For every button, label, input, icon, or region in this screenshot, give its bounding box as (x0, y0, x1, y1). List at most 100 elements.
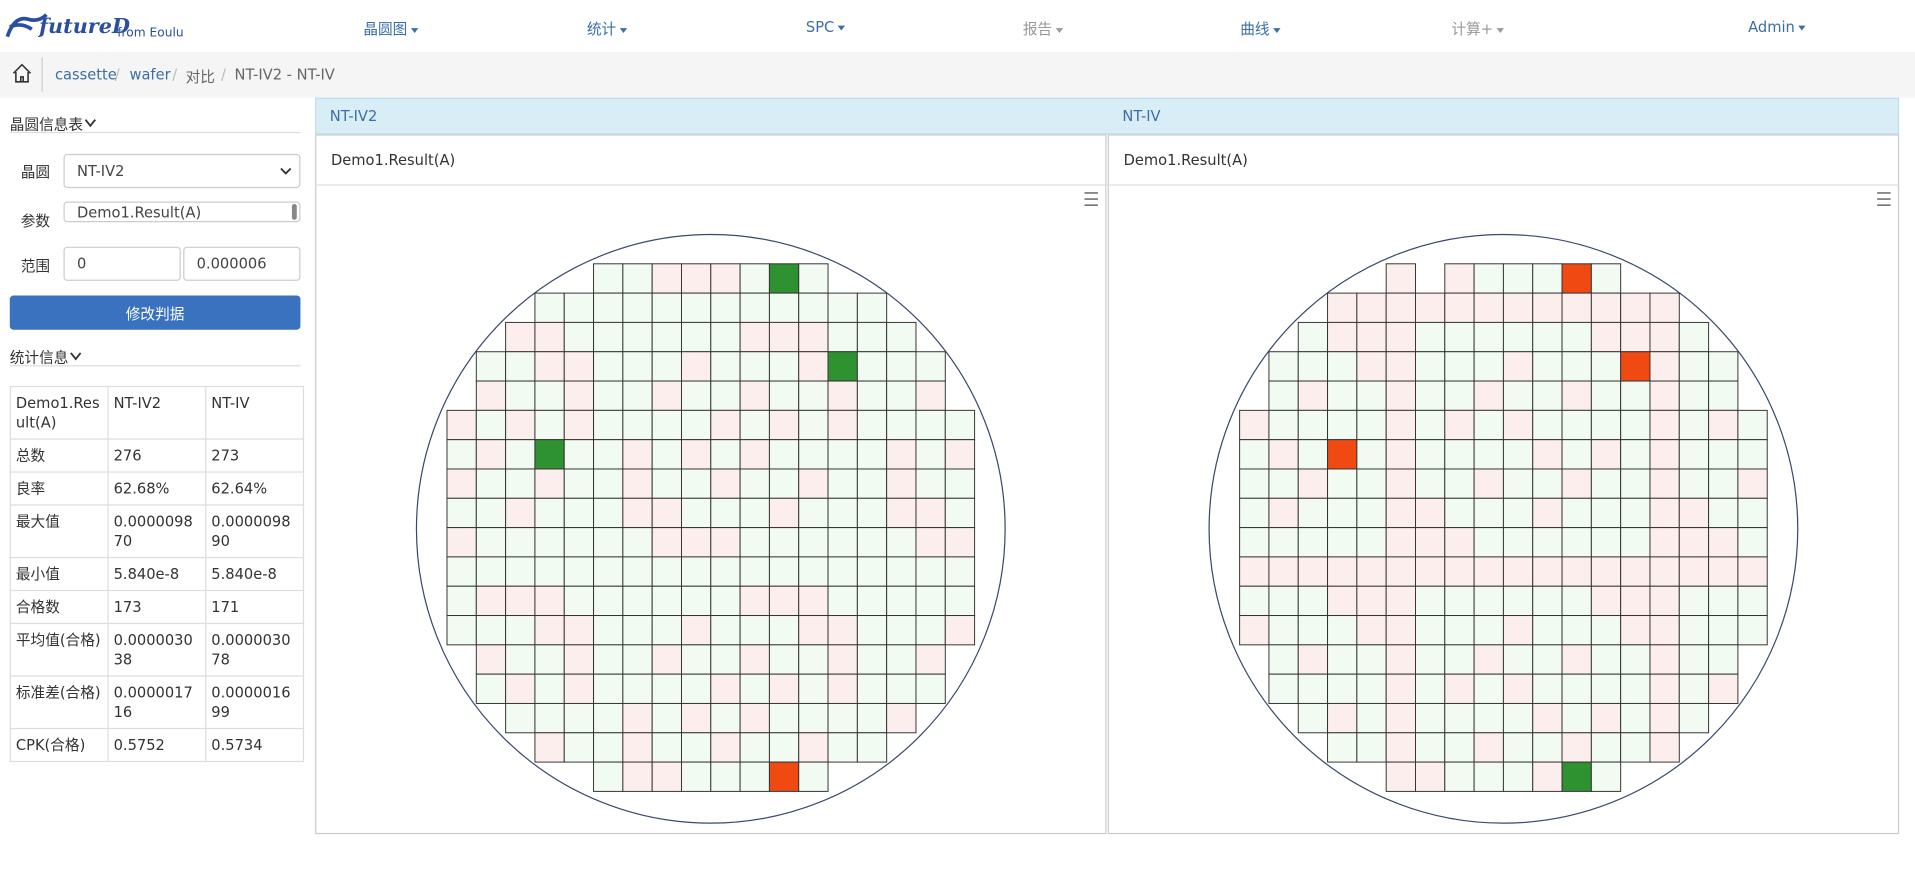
die (1678, 497, 1710, 529)
nav-item[interactable]: Admin (1748, 18, 1806, 35)
nav-item[interactable]: 计算+ (1451, 18, 1505, 39)
die (1356, 292, 1387, 323)
die (1414, 585, 1446, 617)
die (739, 585, 770, 617)
die (856, 321, 888, 353)
caret (1496, 27, 1505, 33)
die (1532, 761, 1563, 792)
nav-item[interactable]: 报告 (1022, 18, 1064, 39)
die (1414, 527, 1446, 558)
die (1708, 497, 1739, 529)
die (1678, 585, 1710, 617)
die (1649, 702, 1680, 734)
die (1708, 351, 1739, 382)
die (1239, 497, 1270, 529)
die (1356, 702, 1387, 734)
die (1561, 263, 1592, 294)
die (593, 556, 624, 587)
submit-button[interactable]: 修改判据 (9, 295, 301, 330)
die (915, 644, 946, 675)
die (593, 527, 624, 558)
button-text: 修改判据 (125, 304, 185, 322)
die (593, 468, 624, 499)
table-row: 良率 62.68% 62.64% (9, 471, 305, 506)
die (944, 585, 976, 617)
die (768, 673, 800, 704)
breadcrumb-link[interactable]: wafer (129, 65, 171, 84)
nav-item[interactable]: 统计 (586, 18, 628, 39)
die (1327, 673, 1358, 704)
die (446, 439, 477, 470)
die (1239, 585, 1270, 617)
die (534, 615, 565, 646)
die (710, 292, 741, 323)
die (827, 351, 858, 382)
logo[interactable]: futureD (39, 14, 130, 40)
home-icon[interactable] (10, 61, 34, 85)
die (827, 321, 858, 353)
wafer-select[interactable]: NT-IV2 (63, 153, 301, 189)
die (475, 468, 507, 499)
die (1502, 439, 1534, 470)
die (827, 468, 858, 499)
die (827, 409, 858, 441)
breadcrumb-sep: / (172, 65, 178, 84)
die (1385, 468, 1416, 499)
die (1414, 292, 1446, 323)
die (593, 292, 624, 323)
nav-item[interactable]: 曲线 (1240, 18, 1281, 39)
range-min-input[interactable]: 0 (63, 246, 181, 281)
die (1678, 644, 1710, 675)
nav-text: 计算+ (1451, 20, 1494, 38)
die (739, 439, 770, 470)
die (856, 351, 888, 382)
nav-text: 统计 (586, 20, 617, 38)
nav-item[interactable]: SPC (806, 18, 846, 35)
die (768, 468, 800, 499)
die (1678, 468, 1710, 499)
die (1708, 615, 1739, 646)
die (1356, 644, 1387, 675)
die (651, 702, 682, 734)
die (1268, 497, 1299, 529)
die (1444, 292, 1475, 323)
navbar (0, 0, 1915, 54)
die (680, 263, 712, 294)
die (1620, 673, 1651, 704)
table-cell: 0.5734 (205, 727, 305, 763)
die (563, 644, 595, 675)
caret (1273, 27, 1281, 33)
die (563, 439, 595, 470)
die (1385, 673, 1416, 704)
nav-item[interactable]: 晶圆图 (363, 18, 419, 39)
table-cell: 平均值(合格) (9, 622, 109, 677)
die (1649, 321, 1680, 353)
nav-text: 报告 (1022, 20, 1053, 38)
panel-param: Demo1.Result(A) (1123, 151, 1248, 169)
die (622, 321, 653, 353)
die (1590, 497, 1622, 529)
section-title-text: 统计信息 (9, 349, 69, 367)
die (768, 380, 800, 411)
die (1327, 702, 1358, 734)
die (1239, 556, 1270, 587)
breadcrumb-link[interactable]: cassette (54, 65, 117, 84)
die (1414, 409, 1446, 441)
die (563, 527, 595, 558)
section-title[interactable]: 晶圆信息表 (10, 114, 98, 135)
die (710, 497, 741, 529)
range-max-input[interactable]: 0.000006 (183, 246, 301, 281)
die (1414, 615, 1446, 646)
die (622, 380, 653, 411)
die (534, 321, 565, 353)
die (1356, 527, 1387, 558)
die (1268, 673, 1299, 704)
panel-title: NT-IV (1122, 107, 1161, 125)
section-title[interactable]: 统计信息 (10, 347, 83, 368)
die (915, 439, 946, 470)
table-cell: 总数 (9, 438, 109, 473)
param-select[interactable]: Demo1.Result(A) (63, 201, 301, 223)
die (505, 468, 536, 499)
die (739, 380, 770, 411)
die (505, 556, 536, 587)
